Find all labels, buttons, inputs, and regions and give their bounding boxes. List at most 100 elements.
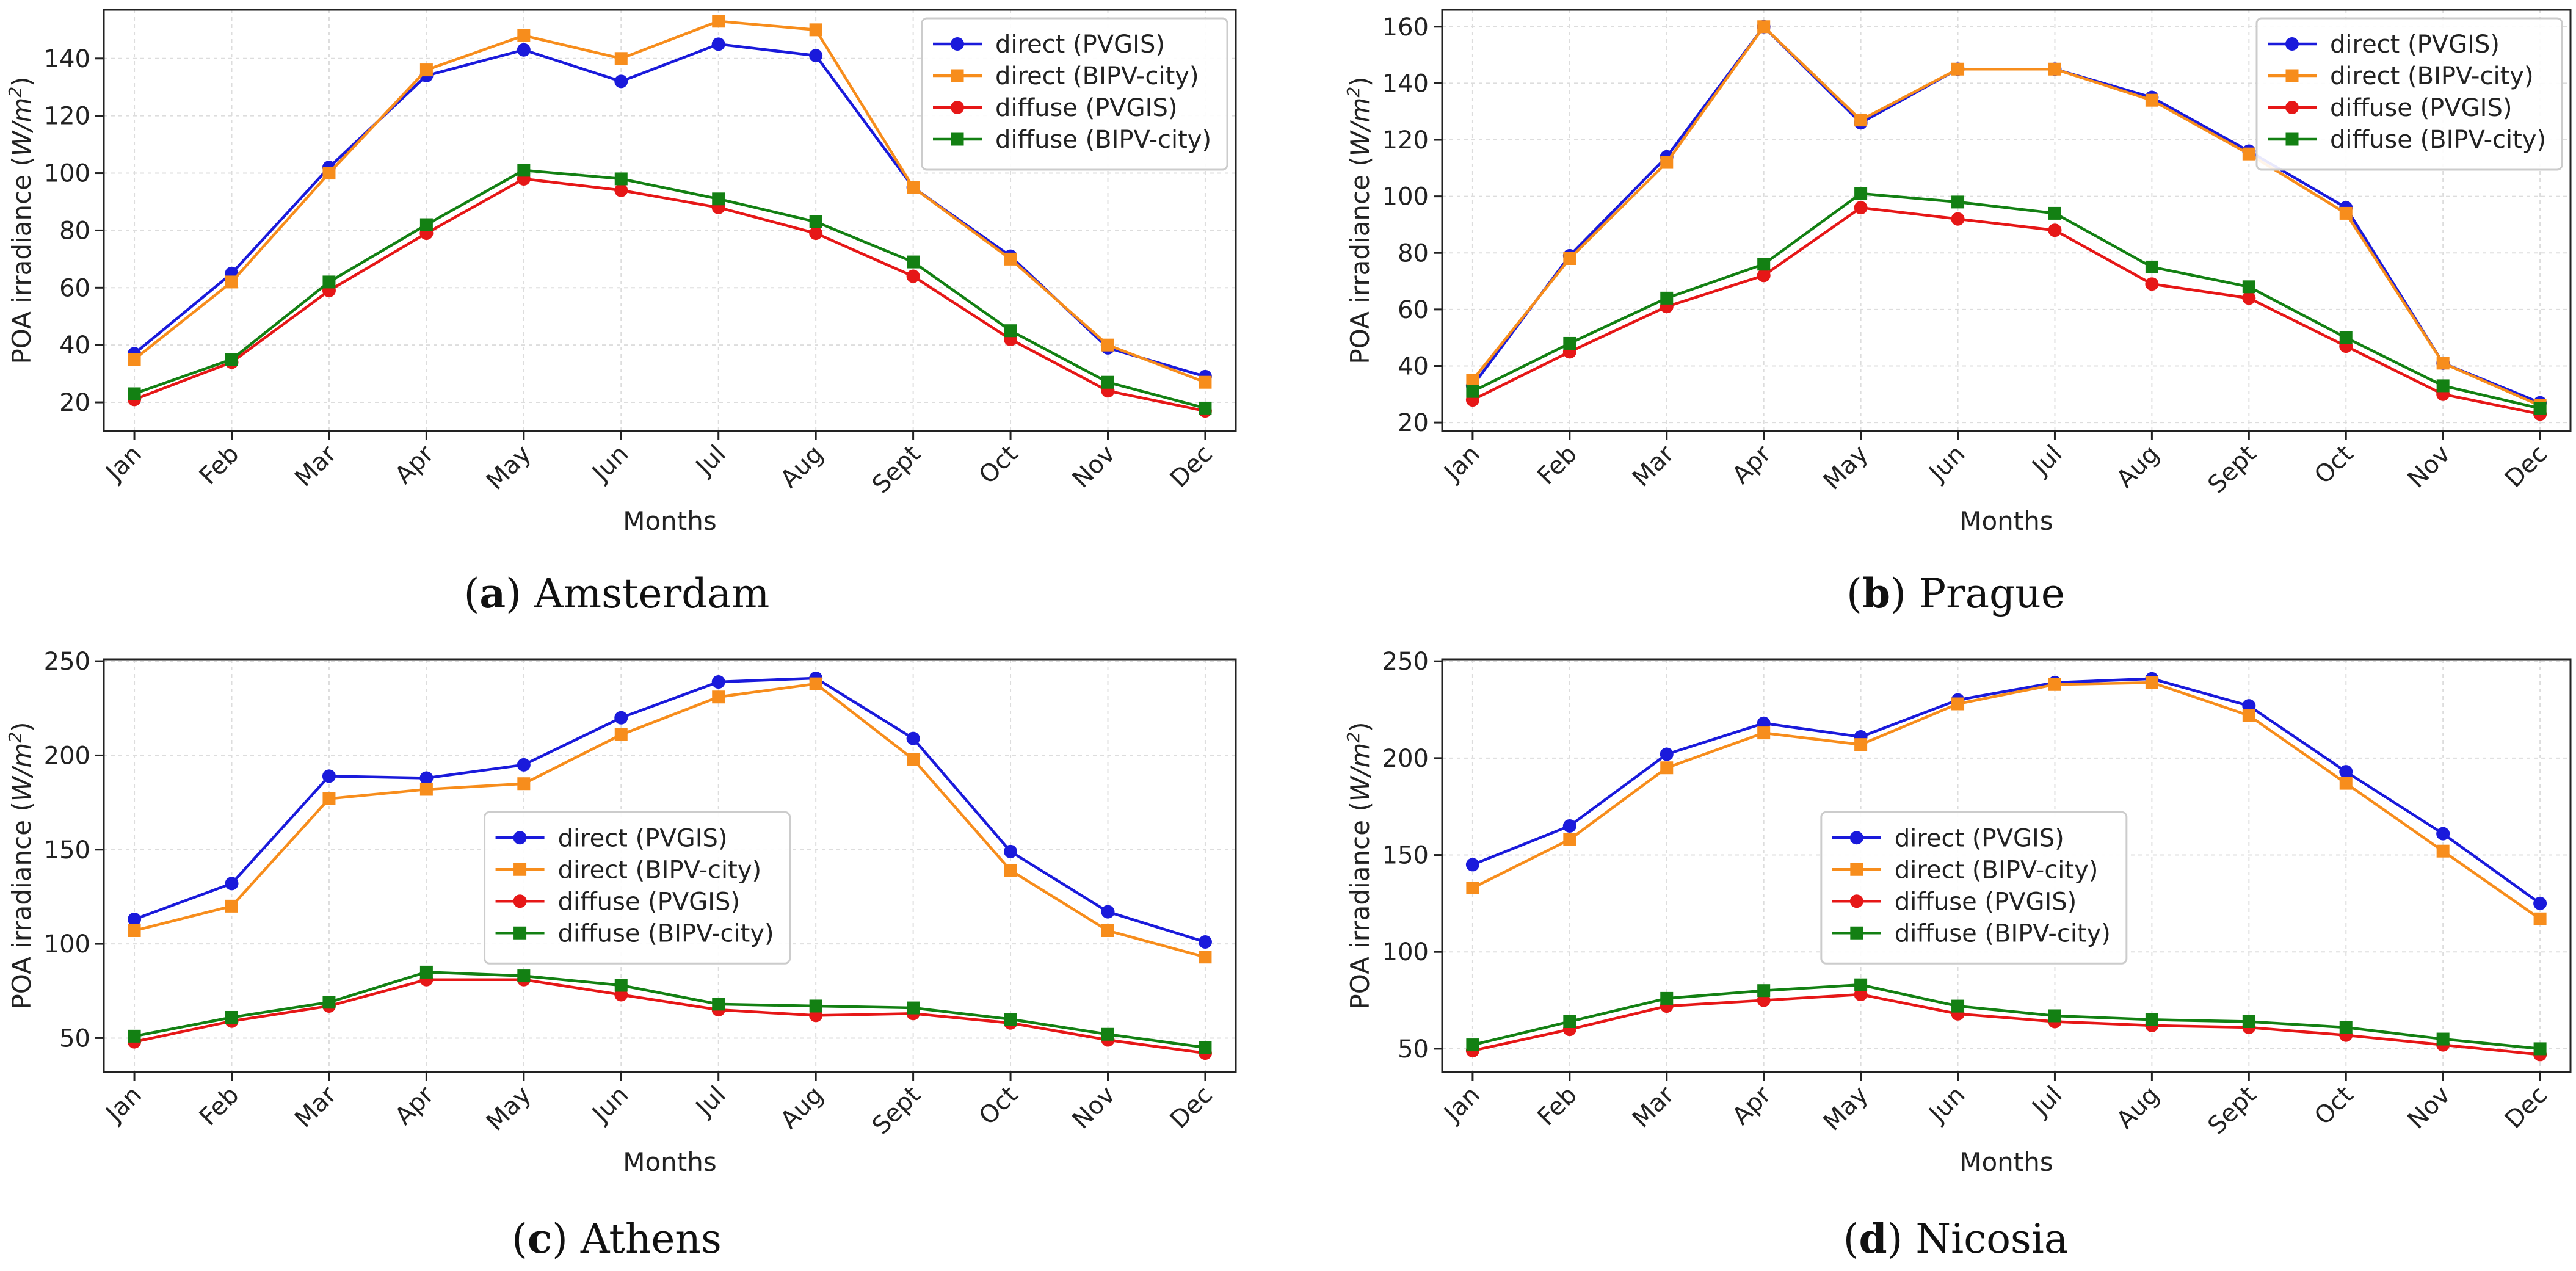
y-tick-label: 80 [1398,239,1429,267]
data-point [1563,252,1576,266]
chart-amsterdam: 20 40 60 80 100 120 140 Jan Feb Mar Apr May Jun Jul Au… [5,9,1237,617]
data-point [1563,833,1576,846]
data-point [1101,924,1114,937]
caption-letter: a [479,570,506,617]
data-point [1466,374,1479,387]
data-point [2339,765,2353,779]
data-point [712,15,725,28]
data-point [1757,20,1771,34]
data-point [1466,1038,1479,1052]
data-point [225,899,239,913]
data-point [1101,338,1114,352]
legend-entry: diffuse (PVGIS) [1895,888,2077,916]
x-tick-label: Aug [775,440,829,494]
x-tick-label: Mar [289,440,342,492]
data-point [322,275,336,289]
series-line [1471,206,2541,416]
x-tick-label: Jun [1923,1081,1971,1129]
data-point [2339,1021,2353,1034]
x-tick-label: Dec [1165,1081,1218,1134]
y-tick-label: 60 [1398,296,1429,324]
data-point [2533,402,2547,415]
series-0 [128,671,1212,949]
legend-marker [1849,894,1863,908]
legend-entry: diffuse (PVGIS) [2330,94,2512,122]
data-point [419,218,433,231]
series-line [133,20,1206,384]
chart-caption: (a) Amsterdam [464,570,770,617]
plot-frame [1441,9,2572,432]
caption-paren-open: ( [464,570,480,617]
data-point [906,731,920,745]
y-axis-label-sup: 2 [1343,87,1363,98]
y-tick-label: 120 [44,103,90,131]
data-point [2242,147,2255,161]
data-point [2242,1015,2255,1028]
data-point [1854,738,1868,751]
x-tick-label: Jan [100,1081,147,1129]
data-point [907,753,920,766]
legend-frame [1820,811,2128,965]
data-point [1951,195,1965,209]
x-tick-label: Mar [1627,1081,1680,1133]
series-line [1471,681,2541,921]
x-tick-label: Dec [2500,1081,2553,1134]
x-tick-label: Oct [974,440,1023,490]
data-point [1660,991,1674,1005]
caption-paren-close: ) [552,1215,581,1262]
data-point [1951,697,1965,711]
legend-entry: direct (BIPV-city) [1895,856,2099,884]
data-point [1757,726,1771,740]
data-point [128,912,142,926]
y-tick-label: 50 [1398,1035,1429,1063]
x-tick-label: Jul [2026,1081,2068,1123]
data-point [1757,984,1771,998]
x-tick-label: Aug [775,1081,829,1135]
x-tick-label: Oct [2309,440,2359,490]
x-tick-label: Feb [194,1081,245,1132]
legend-marker [1850,863,1863,876]
data-point [1465,858,1479,872]
data-point [2436,1032,2450,1046]
x-tick-label: Aug [2111,1081,2165,1135]
data-point [711,675,725,689]
series-2 [128,972,1212,1060]
y-axis-label-suffix: ) [1345,76,1375,86]
caption-paren-close: ) [506,570,534,617]
data-point [225,353,239,366]
data-point [2533,1042,2547,1056]
data-point [907,255,920,269]
data-point [517,164,531,177]
y-axis-label-prefix: POA irradiance ( [7,802,37,1009]
x-tick-label: Feb [194,440,245,491]
legend-entry: diffuse (PVGIS) [558,888,740,916]
data-point [1004,844,1018,858]
x-tick-label: Dec [1165,440,1218,493]
data-point [1004,324,1017,338]
data-point [2048,223,2062,237]
data-point [614,183,628,197]
legend: direct (PVGIS) direct (BIPV-city) diffuse … [2255,17,2563,171]
grid [104,10,1236,431]
y-axis-label-suffix: ) [7,722,37,731]
legend-marker [951,132,964,146]
y-axis-label-prefix: POA irradiance ( [1345,156,1375,364]
y-axis-label-unit: W/m [1345,98,1375,157]
legend: direct (PVGIS) direct (BIPV-city) diffuse … [1820,811,2128,965]
data-point [1101,375,1114,389]
data-point [128,924,141,937]
data-point [2145,676,2158,689]
y-tick-label: 250 [1382,648,1429,676]
caption-city: Amsterdam [534,570,769,617]
data-point [1562,819,1576,833]
data-point [809,49,823,63]
x-axis-label: Months [623,1147,717,1177]
x-tick-label: Jun [586,440,634,488]
data-point [128,387,141,400]
x-tick-label: May [1818,1081,1874,1137]
caption-paren-open: ( [512,1215,528,1262]
caption-paren-open: ( [1843,1215,1859,1262]
y-axis-label-prefix: POA irradiance ( [7,156,37,364]
x-tick-label: May [481,1081,537,1137]
data-point [907,181,920,194]
